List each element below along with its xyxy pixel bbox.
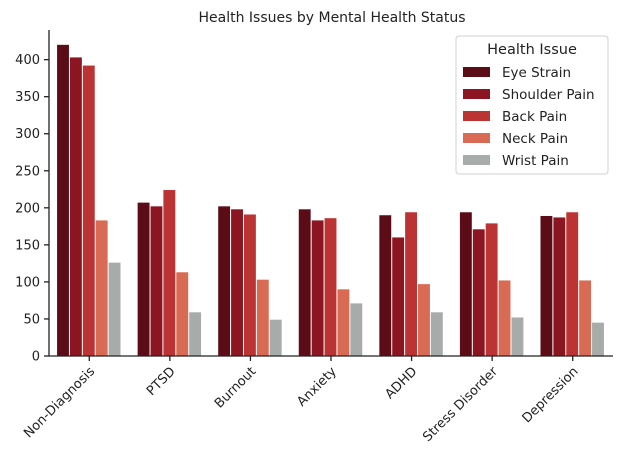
bar-neck-pain-2	[256, 279, 269, 356]
bar-wrist-pain-0	[108, 262, 121, 356]
bar-back-pain-4	[405, 212, 418, 356]
bar-eye-strain-0	[57, 44, 69, 356]
bar-neck-pain-6	[579, 280, 592, 356]
bar-back-pain-1	[163, 190, 176, 356]
bar-back-pain-6	[566, 212, 579, 356]
bar-back-pain-3	[324, 218, 337, 356]
y-axis: 0 50 100 150 200 250 300 350 400	[15, 30, 50, 365]
legend-swatch-neck-pain	[463, 133, 490, 143]
bar-neck-pain-3	[337, 289, 350, 356]
y-tick-label: 50	[23, 312, 40, 327]
bar-shoulder-pain-2	[231, 209, 243, 356]
x-tick-label: PTSD	[144, 364, 179, 399]
bar-neck-pain-1	[176, 272, 189, 356]
bar-eye-strain-2	[218, 206, 231, 356]
y-tick-label: 200	[15, 201, 40, 216]
x-tick-label: Anxiety	[294, 364, 340, 410]
bars-group	[57, 44, 604, 356]
legend-frame	[455, 35, 609, 175]
legend-swatch-back-pain	[463, 111, 490, 121]
x-tick-label: ADHD	[382, 364, 420, 402]
bar-shoulder-pain-4	[392, 237, 405, 356]
bar-neck-pain-4	[418, 284, 430, 356]
chart-title: Health Issues by Mental Health Status	[199, 10, 466, 26]
bar-shoulder-pain-6	[553, 217, 566, 356]
bar-wrist-pain-1	[189, 312, 202, 356]
bar-eye-strain-1	[137, 202, 150, 356]
legend-title: Health Issue	[487, 42, 577, 58]
y-tick-label: 400	[15, 53, 40, 68]
legend-swatch-eye-strain	[463, 67, 490, 77]
bar-neck-pain-0	[95, 220, 108, 356]
legend-swatch-wrist-pain	[463, 155, 490, 165]
bar-eye-strain-3	[298, 209, 311, 356]
bar-shoulder-pain-1	[150, 206, 163, 356]
legend-label-back-pain: Back Pain	[502, 109, 567, 125]
bar-wrist-pain-6	[592, 322, 604, 356]
x-axis: Non-Diagnosis PTSD Burnout Anxiety ADHD Stres…	[21, 355, 613, 445]
bar-back-pain-0	[82, 65, 95, 356]
bar-eye-strain-4	[379, 215, 392, 356]
bar-wrist-pain-5	[511, 317, 524, 356]
y-tick-label: 150	[15, 238, 40, 253]
bar-wrist-pain-3	[350, 303, 363, 356]
bar-neck-pain-5	[498, 280, 511, 356]
bar-wrist-pain-4	[430, 312, 443, 356]
bar-back-pain-2	[243, 214, 256, 356]
bar-eye-strain-6	[540, 215, 553, 356]
y-tick-label: 0	[32, 350, 40, 365]
x-tick-label: Stress Disorder	[420, 364, 501, 445]
legend-label-shoulder-pain: Shoulder Pain	[502, 87, 595, 103]
bar-eye-strain-5	[459, 212, 472, 356]
x-tick-label: Non-Diagnosis	[21, 364, 98, 441]
y-tick-label: 300	[15, 127, 40, 142]
legend-label-eye-strain: Eye Strain	[502, 65, 571, 81]
legend-swatch-shoulder-pain	[463, 89, 490, 99]
y-tick-label: 350	[15, 90, 40, 105]
legend: Health Issue Eye Strain Shoulder Pain Back …	[455, 35, 609, 175]
bar-shoulder-pain-3	[311, 220, 324, 356]
y-tick-label: 250	[15, 164, 40, 179]
y-tick-label: 100	[15, 275, 40, 290]
legend-label-wrist-pain: Wrist Pain	[502, 153, 569, 169]
bar-shoulder-pain-5	[472, 229, 485, 356]
bar-wrist-pain-2	[269, 319, 282, 356]
legend-label-neck-pain: Neck Pain	[502, 131, 568, 147]
x-tick-label: Burnout	[212, 364, 259, 411]
bar-shoulder-pain-0	[69, 57, 82, 356]
bar-back-pain-5	[485, 223, 498, 356]
x-tick-label: Depression	[520, 364, 582, 426]
